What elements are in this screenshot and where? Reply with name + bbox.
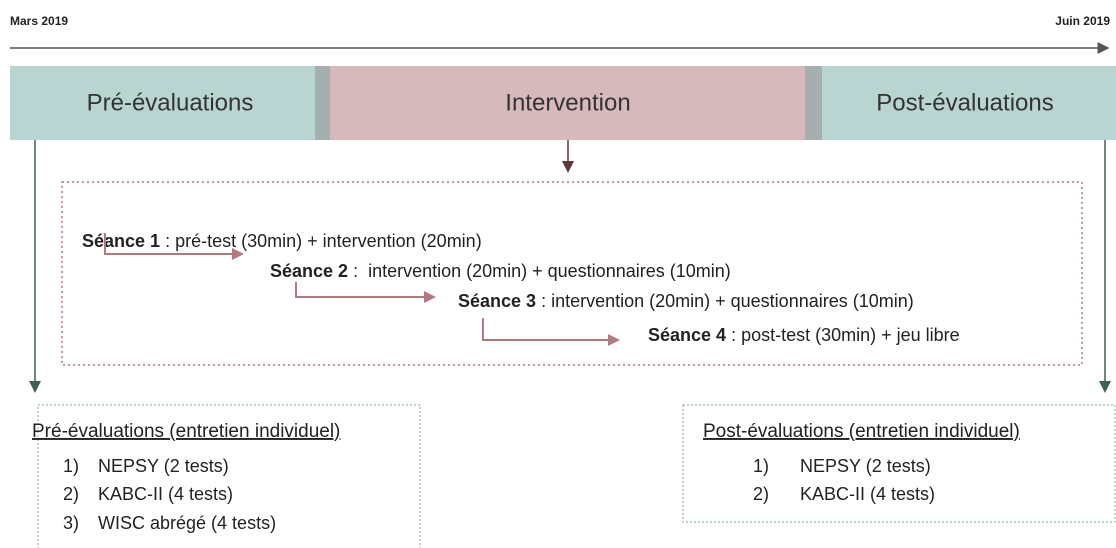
phase-band [330, 66, 805, 140]
box-title: Pré-évaluations (entretien individuel) [32, 421, 340, 442]
phase-label: Pré-évaluations [87, 89, 254, 116]
phase-separator [315, 66, 330, 140]
connector [482, 318, 620, 346]
phase-label: Intervention [505, 89, 630, 116]
timeline-end: Juin 2019 [1055, 14, 1110, 28]
phase-band [822, 66, 1116, 140]
session-text: : post-test (30min) + jeu libre [726, 325, 960, 345]
item-number: 1) [63, 456, 79, 476]
connector [295, 282, 436, 303]
session-label: Séance 3 [458, 291, 536, 311]
session-label: Séance 2 [270, 261, 348, 281]
post-box [682, 404, 1116, 523]
session: Séance 3 : intervention (20min) + questi… [458, 291, 914, 311]
item-text: WISC abrégé (4 tests) [98, 513, 276, 533]
item-text: KABC-II (4 tests) [800, 484, 935, 504]
session: Séance 1 : pré-test (30min) + interventi… [82, 231, 482, 251]
pre-box [37, 404, 421, 548]
connector [104, 233, 244, 260]
session-box [61, 181, 1083, 366]
session-label: Séance 4 [648, 325, 726, 345]
session: Séance 4 : post-test (30min) + jeu libre [648, 325, 960, 345]
timeline-start: Mars 2019 [10, 14, 68, 28]
phase-label: Post-évaluations [876, 89, 1053, 116]
phase-band [10, 66, 315, 140]
box-title: Post-évaluations (entretien individuel) [703, 421, 1020, 442]
item-number: 2) [63, 484, 79, 504]
item-number: 1) [753, 456, 769, 476]
item-number: 3) [63, 513, 79, 533]
item-text: NEPSY (2 tests) [98, 456, 229, 476]
session: Séance 2 : intervention (20min) + questi… [270, 261, 731, 281]
session-text: : intervention (20min) + questionnaires … [348, 261, 731, 281]
item-number: 2) [753, 484, 769, 504]
session-text: : pré-test (30min) + intervention (20min… [160, 231, 482, 251]
item-text: NEPSY (2 tests) [800, 456, 931, 476]
item-text: KABC-II (4 tests) [98, 484, 233, 504]
phase-separator [805, 66, 822, 140]
session-label: Séance 1 [82, 231, 160, 251]
session-text: : intervention (20min) + questionnaires … [536, 291, 914, 311]
